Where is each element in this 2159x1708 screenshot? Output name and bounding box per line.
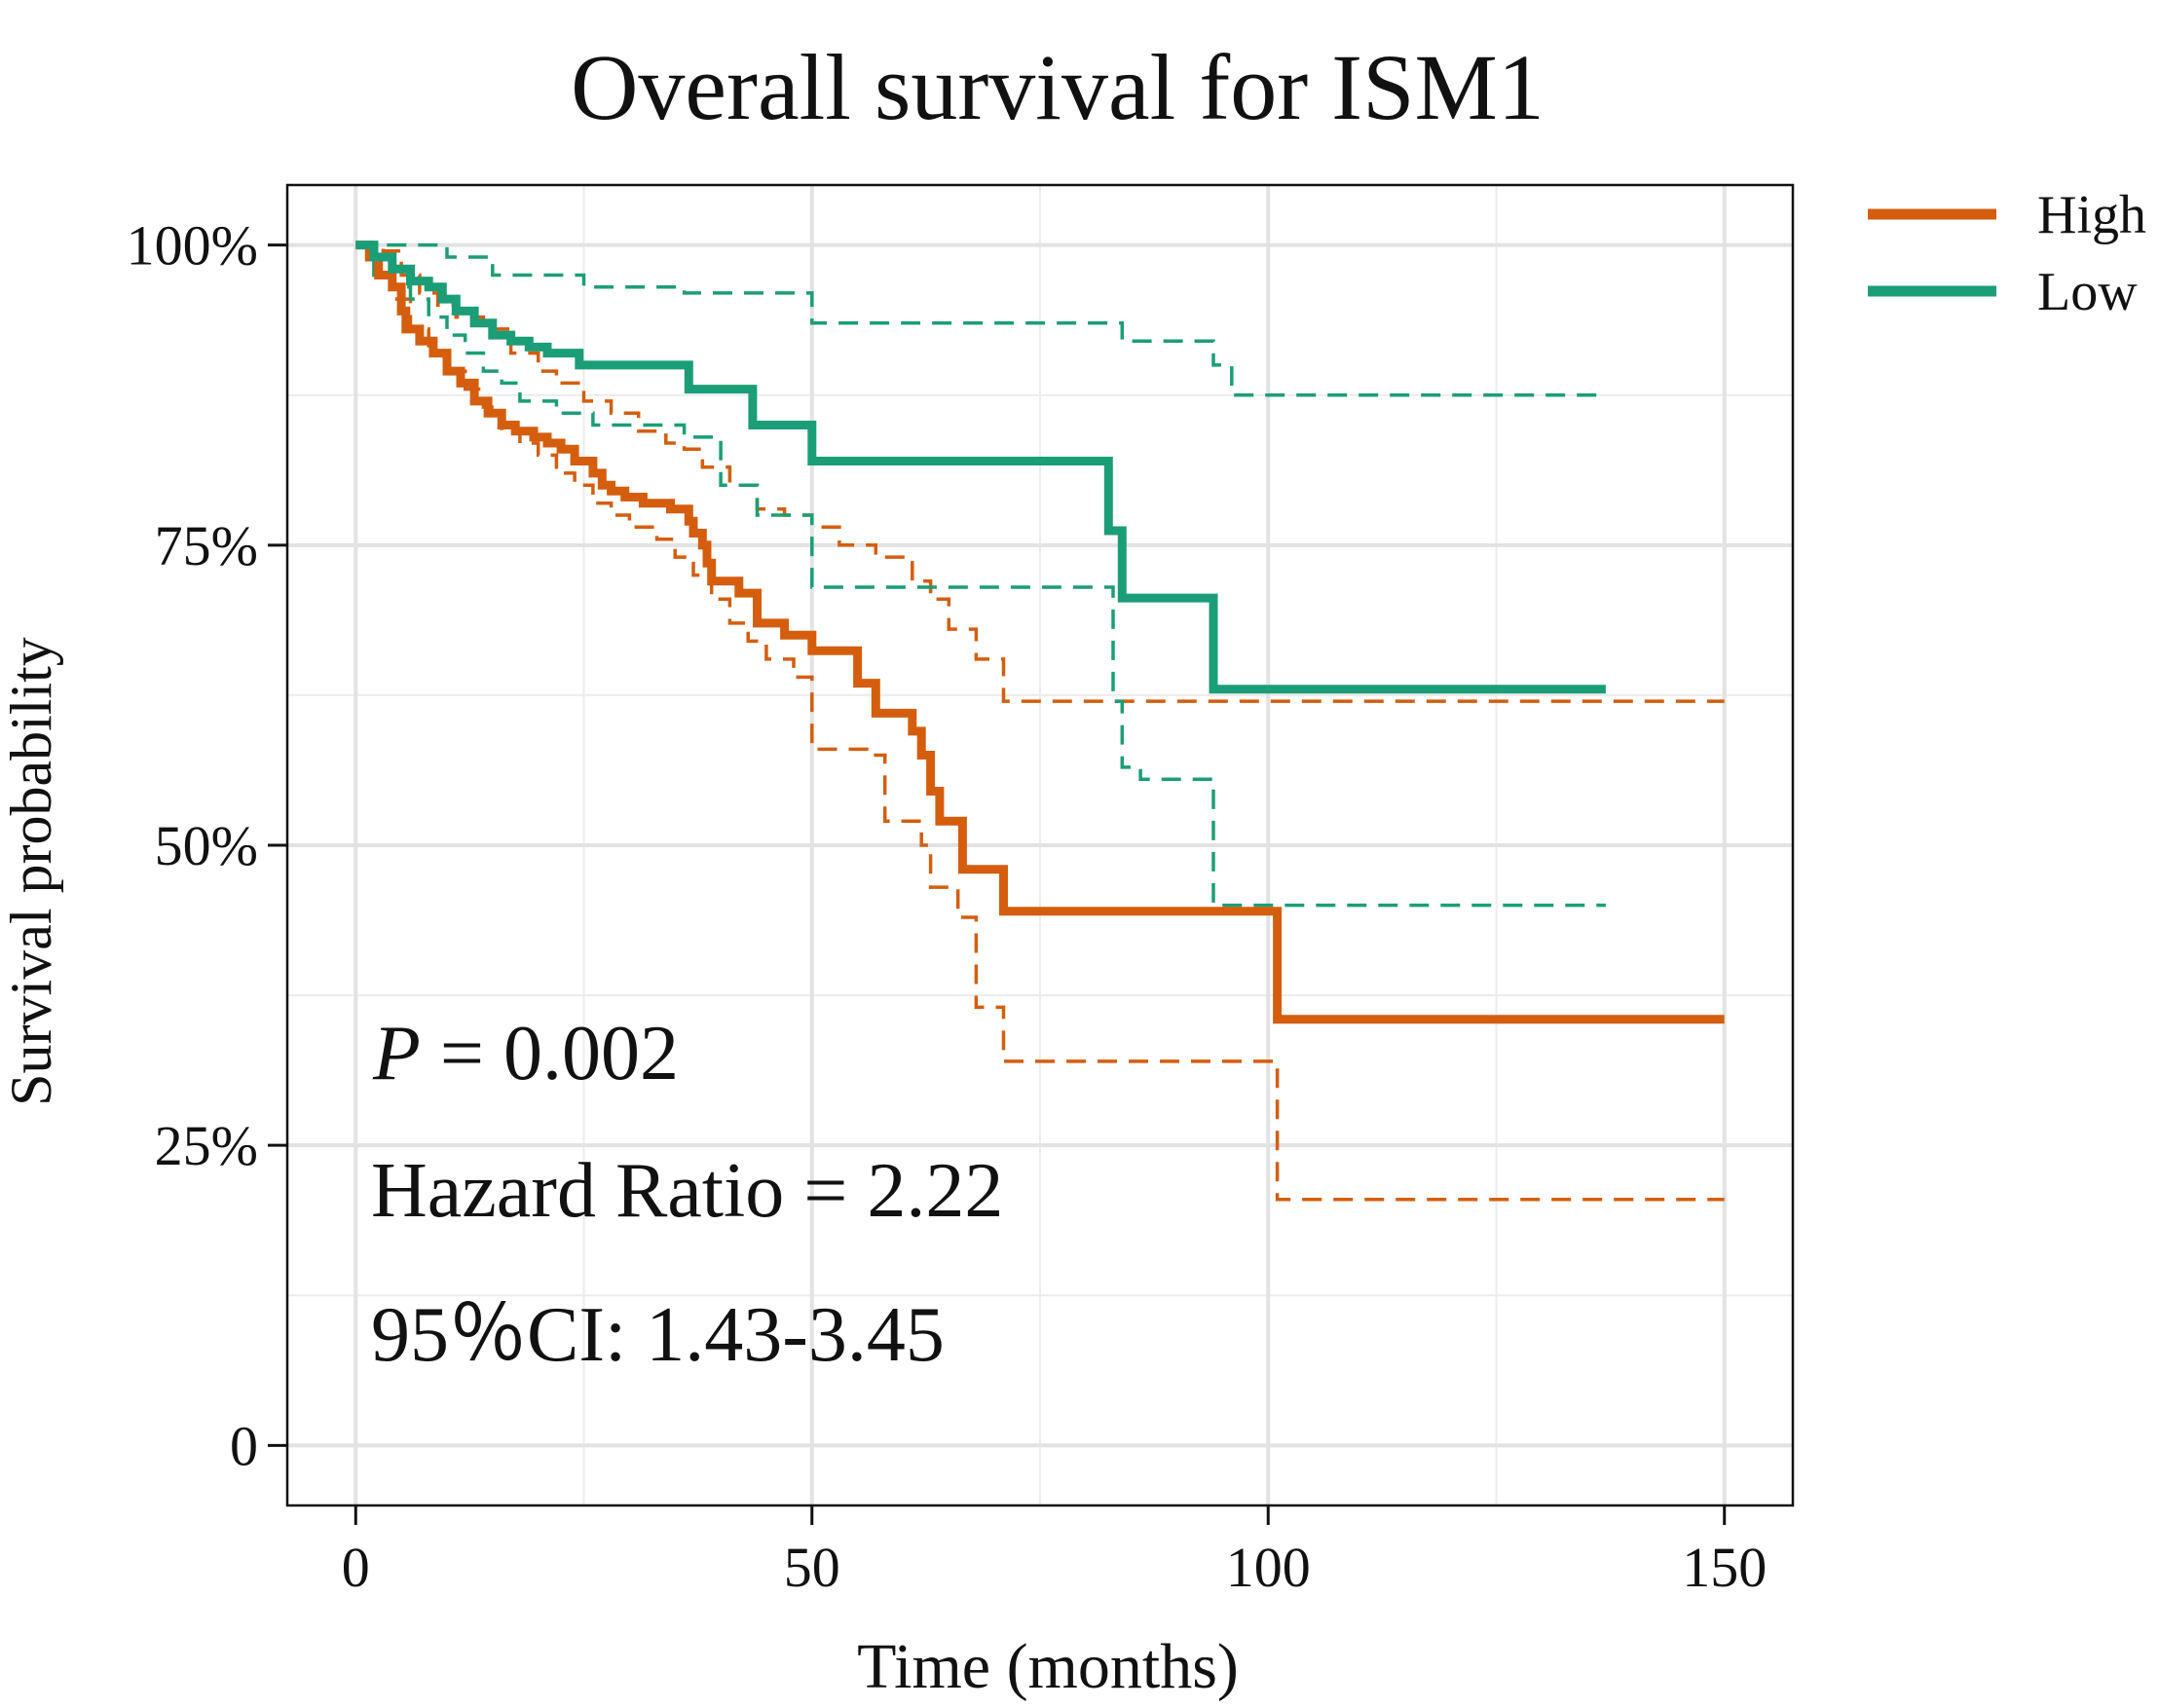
x-tick-label: 100 <box>1226 1536 1311 1599</box>
legend: High Low <box>1868 185 2146 322</box>
x-tick-label: 0 <box>342 1536 370 1599</box>
legend-label-high: High <box>2037 185 2146 245</box>
y-tick-label: 50% <box>155 814 258 877</box>
x-tick-label: 150 <box>1682 1536 1767 1599</box>
ci-annotation: 95％CI: 1.43-3.45 <box>371 1292 945 1378</box>
axis-ticks: 0 50 100 150 0 25% 50% 75% 100% <box>127 214 1768 1599</box>
y-axis-label: Survival probability <box>0 637 63 1106</box>
y-tick-label: 0 <box>230 1414 258 1477</box>
ci-lower-low <box>355 242 1606 908</box>
hazard-ratio-annotation: Hazard Ratio = 2.22 <box>371 1148 1003 1234</box>
x-axis-label: Time (months) <box>857 1631 1239 1702</box>
survival-curve-low <box>355 241 1606 694</box>
y-tick-label: 100% <box>127 214 258 278</box>
grid-lines <box>287 185 1793 1505</box>
p-value-letter: P <box>372 1011 421 1096</box>
survival-curve-high <box>355 241 1725 1024</box>
legend-label-low: Low <box>2037 262 2138 322</box>
survival-curves <box>355 241 1725 1024</box>
p-value-text: = 0.002 <box>421 1011 679 1096</box>
ci-upper-low <box>355 242 1606 397</box>
x-tick-label: 50 <box>784 1536 840 1599</box>
chart-title: Overall survival for ISM1 <box>571 35 1545 139</box>
p-value-annotation: P = 0.002 <box>372 1011 679 1096</box>
y-tick-label: 25% <box>155 1114 258 1177</box>
y-tick-label: 75% <box>155 514 258 577</box>
